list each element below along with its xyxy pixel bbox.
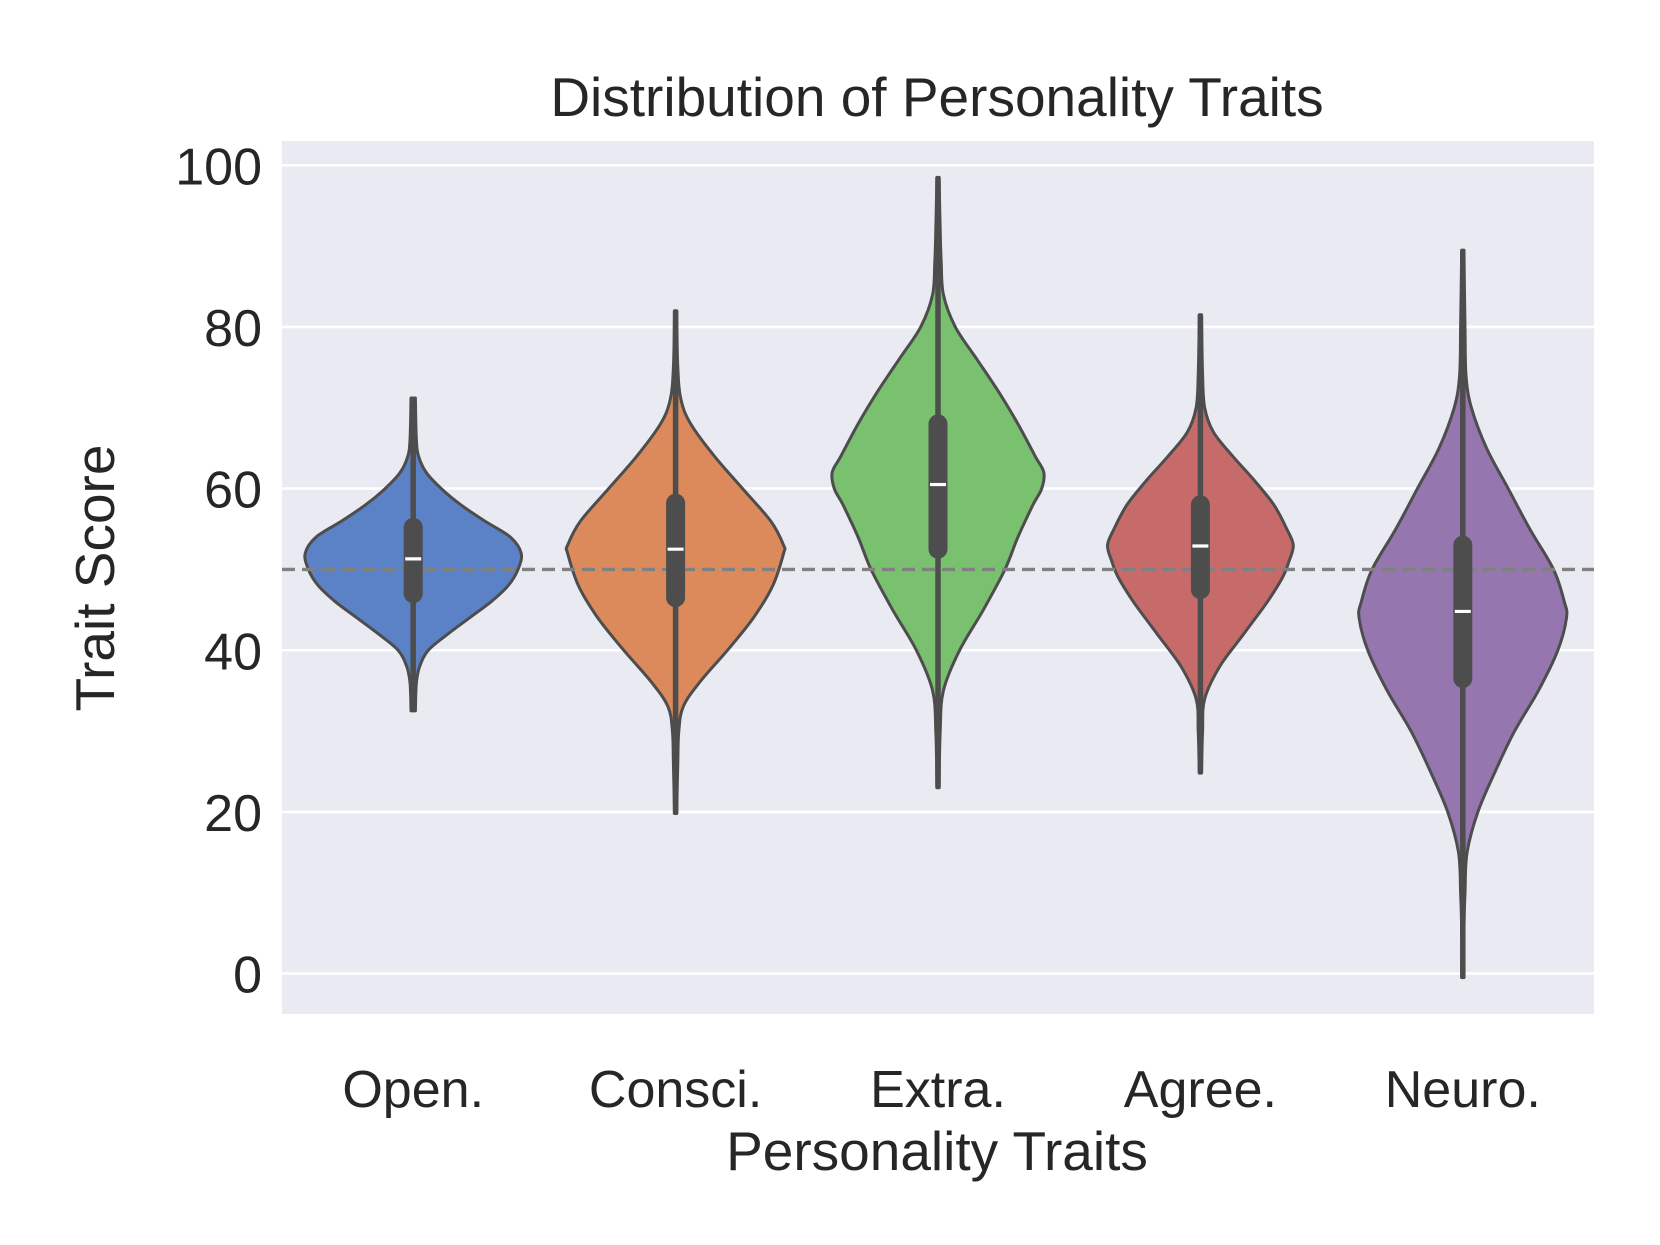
x-tick-4: Neuro. xyxy=(1385,1061,1541,1119)
y-axis-label: Trait Score xyxy=(64,445,126,712)
y-tick-60: 60 xyxy=(204,462,262,520)
y-tick-40: 40 xyxy=(204,623,262,681)
y-tick-100: 100 xyxy=(175,138,262,196)
x-tick-1: Consci. xyxy=(589,1061,762,1119)
x-tick-0: Open. xyxy=(342,1061,484,1119)
x-tick-3: Agree. xyxy=(1124,1061,1277,1119)
inner-boxes xyxy=(403,177,1473,978)
y-tick-0: 0 xyxy=(233,947,262,1005)
y-tick-labels: 0 20 40 60 80 100 xyxy=(175,138,262,1004)
x-tick-2: Extra. xyxy=(870,1061,1006,1119)
y-tick-80: 80 xyxy=(204,300,262,358)
x-tick-labels: Open. Consci. Extra. Agree. Neuro. xyxy=(342,1061,1540,1119)
y-tick-20: 20 xyxy=(204,785,262,843)
x-axis-label: Personality Traits xyxy=(726,1120,1148,1182)
chart-title: Distribution of Personality Traits xyxy=(550,66,1323,128)
